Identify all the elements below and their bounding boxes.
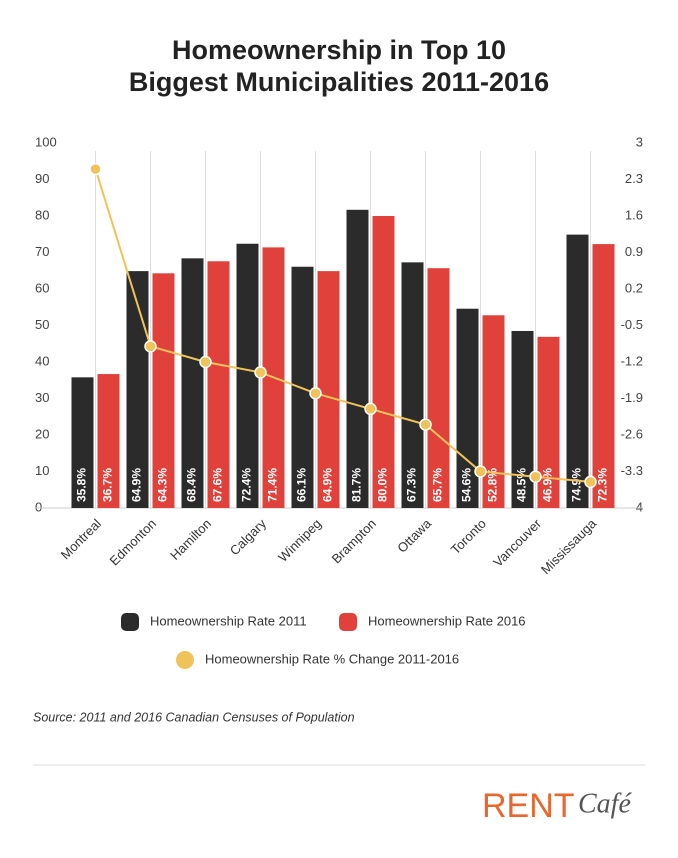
x-tick-label: Calgary bbox=[227, 516, 270, 559]
y-tick-label: 10 bbox=[35, 463, 49, 478]
source-note: Source: 2011 and 2016 Canadian Censuses … bbox=[33, 710, 355, 724]
bar bbox=[537, 336, 560, 508]
line-point bbox=[309, 387, 322, 400]
bar-value-label: 52.8% bbox=[486, 468, 500, 502]
y2-tick-label: -3.3 bbox=[621, 463, 643, 478]
x-tick-label: Toronto bbox=[448, 516, 489, 557]
line-point bbox=[584, 475, 597, 489]
y-tick-label: 70 bbox=[35, 244, 49, 259]
y-tick-label: 40 bbox=[35, 353, 49, 368]
bar-value-label: 64.9% bbox=[130, 468, 144, 502]
legend-label: Homeownership Rate 2016 bbox=[368, 613, 526, 628]
y2-tick-label: -0.5 bbox=[621, 317, 643, 332]
bar-value-label: 48.5% bbox=[515, 468, 529, 502]
bar bbox=[152, 273, 175, 508]
bar bbox=[207, 261, 230, 508]
x-tick-label: Ottawa bbox=[394, 515, 434, 555]
legend-swatch bbox=[339, 613, 357, 631]
line-point bbox=[144, 340, 157, 353]
line bbox=[94, 168, 591, 483]
legend-label: Homeownership Rate % Change 2011-2016 bbox=[205, 651, 459, 666]
y-tick-label: 80 bbox=[35, 207, 49, 222]
bar bbox=[427, 268, 450, 508]
bar-value-label: 80.0% bbox=[376, 468, 390, 502]
line-point bbox=[199, 355, 212, 369]
logo-cafe: Café bbox=[578, 788, 632, 819]
bar bbox=[126, 271, 149, 508]
bar-value-label: 36.7% bbox=[101, 468, 115, 502]
bar bbox=[97, 374, 120, 508]
line-point bbox=[254, 366, 267, 379]
y-tick-label: 30 bbox=[35, 390, 49, 405]
bar bbox=[566, 234, 589, 509]
y-tick-label: 90 bbox=[35, 171, 49, 186]
x-tick-label: Brampton bbox=[329, 516, 379, 566]
bar bbox=[236, 243, 259, 509]
bar-value-label: 71.4% bbox=[266, 468, 280, 502]
bar-value-label: 66.1% bbox=[295, 468, 309, 502]
legend-swatch bbox=[121, 613, 139, 631]
legend-label: Homeownership Rate 2011 bbox=[150, 613, 307, 628]
y2-tick-label: 0.9 bbox=[625, 244, 643, 259]
bar-value-label: 72.4% bbox=[240, 468, 254, 502]
x-tick-label: Mississauga bbox=[538, 515, 600, 577]
bar bbox=[511, 330, 534, 508]
bar bbox=[346, 209, 369, 509]
bar-value-label: 67.3% bbox=[405, 468, 419, 502]
legend-swatch bbox=[176, 651, 194, 669]
y-tick-label: 100 bbox=[35, 134, 57, 149]
line-point bbox=[364, 402, 377, 416]
y2-tick-label: 2.3 bbox=[625, 171, 643, 186]
bar-value-label: 54.6% bbox=[460, 468, 474, 502]
bar-value-label: 64.9% bbox=[321, 468, 335, 502]
bar-value-label: 68.4% bbox=[185, 468, 199, 502]
bar-value-label: 67.6% bbox=[211, 468, 225, 502]
y-tick-label: 60 bbox=[35, 280, 49, 295]
y-tick-label: 20 bbox=[35, 426, 49, 441]
y-tick-label: 0 bbox=[35, 499, 42, 514]
y2-tick-label: -1.9 bbox=[621, 390, 643, 405]
bar bbox=[181, 258, 204, 508]
line-point bbox=[89, 162, 102, 176]
y2-tick-label: -4 bbox=[631, 499, 643, 514]
bar-value-label: 74.9% bbox=[570, 468, 584, 502]
x-tick-label: Hamilton bbox=[167, 516, 214, 563]
x-tick-label: Edmonton bbox=[107, 516, 160, 569]
x-tick-label: Vancouver bbox=[490, 515, 544, 569]
bar bbox=[317, 271, 340, 508]
chart-title: Homeownership in Top 10 bbox=[172, 35, 506, 65]
bar-value-label: 35.8% bbox=[75, 468, 89, 502]
bar bbox=[71, 377, 94, 508]
y-tick-label: 50 bbox=[35, 317, 49, 332]
line-point bbox=[474, 465, 487, 478]
bar bbox=[401, 262, 424, 508]
x-tick-label: Montreal bbox=[58, 516, 104, 562]
bar-value-label: 64.3% bbox=[156, 468, 170, 502]
logo-rent: RENT bbox=[482, 787, 575, 825]
y2-tick-label: -1.2 bbox=[621, 353, 643, 368]
bar-value-label: 72.3% bbox=[596, 468, 610, 502]
y2-tick-label: 1.6 bbox=[625, 207, 643, 222]
y2-tick-label: 0.2 bbox=[625, 280, 643, 295]
bar bbox=[372, 216, 395, 508]
y2-tick-label: 3 bbox=[636, 134, 643, 149]
bar-value-label: 65.7% bbox=[431, 468, 445, 502]
x-tick-label: Winnipeg bbox=[275, 516, 324, 565]
bar bbox=[482, 315, 505, 508]
bar bbox=[592, 244, 615, 509]
bar-value-label: 81.7% bbox=[350, 468, 364, 502]
chart-title: Biggest Municipalities 2011-2016 bbox=[129, 67, 549, 97]
line-point bbox=[419, 418, 432, 431]
y2-tick-label: -2.6 bbox=[621, 426, 643, 441]
bar bbox=[456, 308, 479, 508]
bar-value-label: 46.9% bbox=[541, 468, 555, 502]
line-point bbox=[529, 470, 542, 483]
